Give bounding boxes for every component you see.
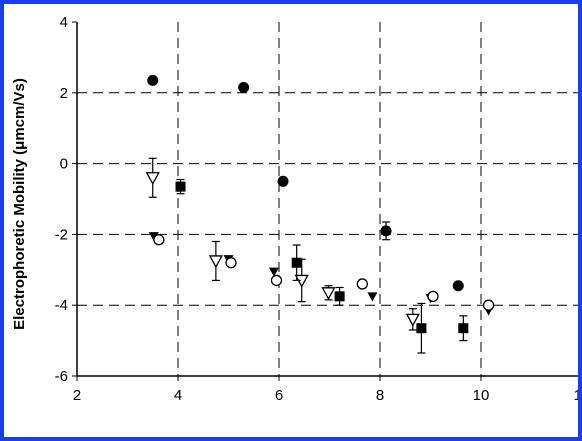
data-point-filled-triangle — [367, 292, 378, 302]
data-point-open-triangle — [145, 172, 160, 186]
data-point-open-triangle — [405, 313, 420, 327]
data-point-filled-circle — [380, 225, 392, 237]
axes — [72, 21, 578, 381]
data-point-open-circle — [153, 234, 165, 246]
y-tick-label: -4 — [55, 297, 68, 314]
x-tick-label: 10 — [473, 387, 490, 404]
scatter-plot: 2 4 6 8 10 12 -6 -4 -2 0 2 4 pH Electrophoretic Mob… — [11, 14, 582, 441]
data-point-open-triangle — [208, 255, 223, 269]
data-point-filled-square — [416, 323, 427, 334]
y-axis-title: Electrophoretic Mobility (μmcm/Vs) — [11, 78, 28, 330]
data-markers — [145, 74, 495, 354]
data-point-filled-square — [291, 257, 302, 268]
data-point-open-circle — [427, 290, 439, 303]
data-point-open-circle — [356, 278, 368, 290]
y-tick-label: 2 — [60, 85, 68, 102]
gridlines — [77, 22, 578, 376]
data-point-open-triangle — [321, 287, 336, 301]
y-tick-label: 4 — [60, 14, 68, 31]
tick-labels: 2 4 6 8 10 12 -6 -4 -2 0 2 4 — [55, 14, 582, 404]
data-point-filled-square — [334, 291, 345, 302]
x-tick-label: 6 — [275, 387, 283, 404]
data-point-filled-square — [458, 323, 469, 334]
data-point-open-circle — [482, 299, 495, 311]
y-tick-label: -2 — [55, 226, 68, 243]
y-tick-label: 0 — [60, 156, 68, 173]
data-point-open-circle — [270, 274, 283, 287]
x-tick-label: 4 — [174, 387, 182, 404]
data-point-open-circle — [225, 257, 237, 269]
x-tick-label: 8 — [376, 387, 384, 404]
x-axis-title: pH — [318, 436, 338, 441]
data-point-filled-square — [175, 181, 186, 192]
data-point-filled-circle — [238, 81, 250, 93]
x-tick-label: 12 — [574, 387, 582, 404]
data-point-filled-circle — [147, 74, 159, 86]
data-point-filled-circle — [452, 280, 464, 292]
data-point-filled-triangle — [268, 267, 279, 277]
y-tick-label: -6 — [55, 368, 68, 385]
data-point-filled-circle — [277, 175, 289, 187]
x-tick-label: 2 — [73, 387, 81, 404]
data-point-filled-triangle — [148, 232, 159, 242]
